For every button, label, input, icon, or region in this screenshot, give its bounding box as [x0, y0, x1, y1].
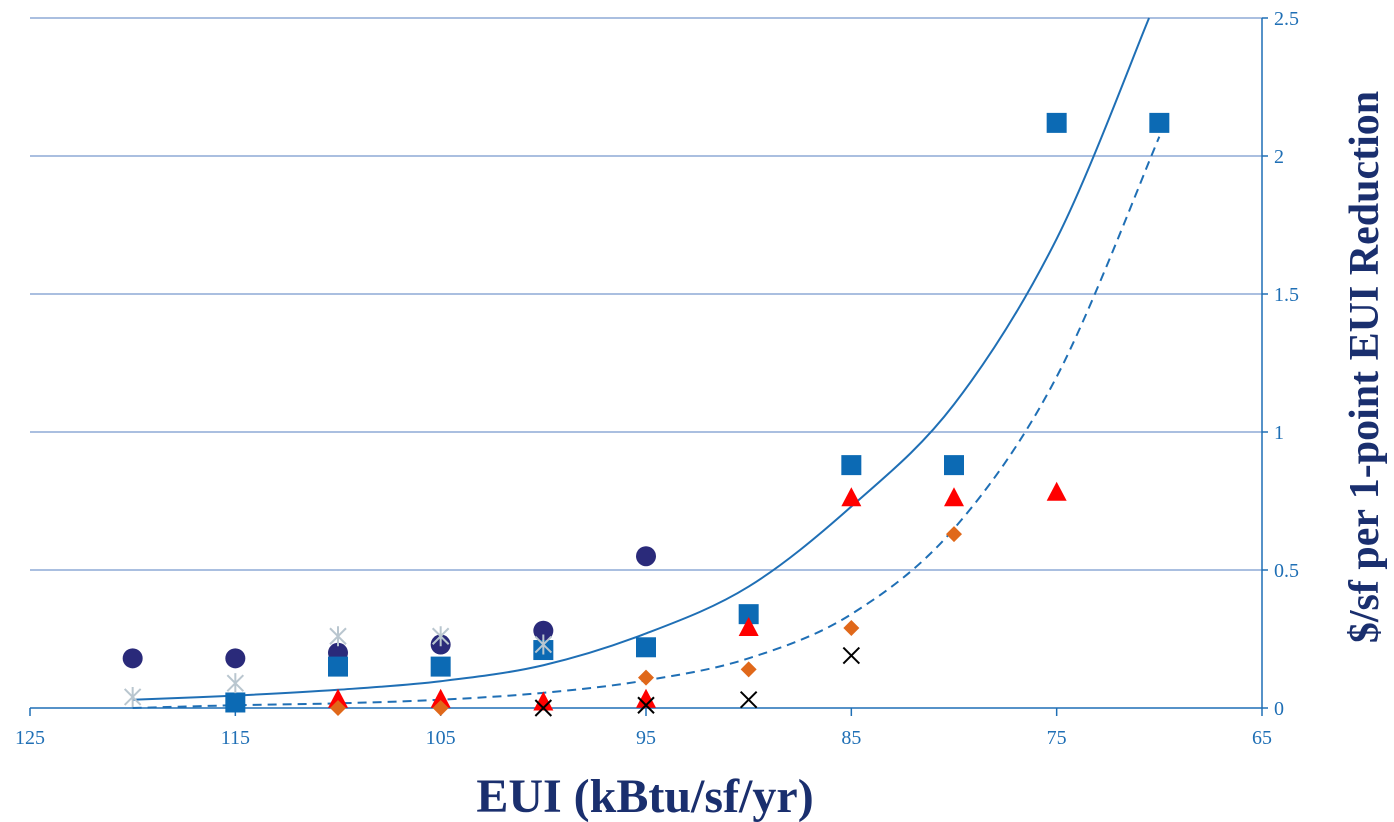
y-tick-label: 2 [1274, 146, 1284, 168]
diamond-marker [946, 526, 962, 543]
square-marker [430, 656, 451, 677]
y-tick-label: 1.5 [1274, 284, 1299, 306]
circle-marker [533, 620, 554, 641]
square-marker [1046, 112, 1067, 133]
star-marker [226, 673, 245, 694]
square-marker [841, 455, 862, 476]
square-marker [738, 604, 759, 625]
x-tick-label: 85 [841, 727, 861, 749]
x-tick-label: 105 [426, 727, 456, 749]
diamond-marker [638, 669, 654, 686]
diamond-marker [740, 661, 757, 678]
axes [29, 17, 1268, 716]
triangle-marker [738, 616, 759, 636]
x-axis-title: EUI (kBtu/sf/yr) [476, 770, 813, 822]
triangle-marker [328, 688, 348, 708]
trendline-dashed [132, 136, 1161, 709]
y-tick-label: 0.5 [1274, 560, 1299, 582]
square-marker [328, 656, 348, 677]
triangle-marker [533, 691, 554, 711]
x-tick-label: 75 [1047, 727, 1067, 749]
x-tick-label: 95 [636, 727, 656, 749]
x-tick-label: 65 [1252, 727, 1272, 749]
triangle-marker [1046, 481, 1067, 501]
circle-marker [636, 546, 656, 567]
x-marker [637, 696, 655, 714]
x-tick-label: 125 [15, 727, 45, 749]
data-markers [122, 112, 1170, 717]
star-marker [534, 634, 553, 655]
trendline-solid [132, 17, 1150, 701]
triangle-marker [944, 487, 964, 507]
circle-marker [225, 648, 246, 669]
x-marker [739, 691, 758, 709]
grid-lines [30, 17, 1262, 571]
y-tick-label: 0 [1274, 698, 1284, 720]
x-tick-label: 115 [221, 727, 250, 749]
tick-labels: 0 0.5 1 1.5 2 2.5 125 115 105 95 85 75 65 [15, 8, 1299, 749]
square-marker [225, 692, 246, 713]
star-marker [431, 626, 450, 647]
star-marker [329, 626, 347, 647]
x-marker [842, 646, 861, 665]
square-marker [1149, 112, 1170, 133]
diamond-marker [843, 619, 860, 636]
circle-marker [122, 648, 143, 669]
square-marker [944, 455, 964, 476]
triangle-marker [841, 487, 862, 507]
y-axis-title: $/sf per 1-point EUI Reduction [1342, 91, 1388, 643]
x-marker [534, 699, 553, 717]
diamond-marker [330, 700, 346, 716]
diamond-marker [432, 700, 449, 716]
y-tick-label: 1 [1274, 422, 1284, 444]
triangle-marker [636, 688, 656, 708]
y-tick-label: 2.5 [1274, 8, 1299, 30]
star-marker [123, 686, 142, 707]
trendlines [132, 17, 1161, 709]
triangle-marker [430, 688, 451, 708]
square-marker [636, 637, 656, 658]
